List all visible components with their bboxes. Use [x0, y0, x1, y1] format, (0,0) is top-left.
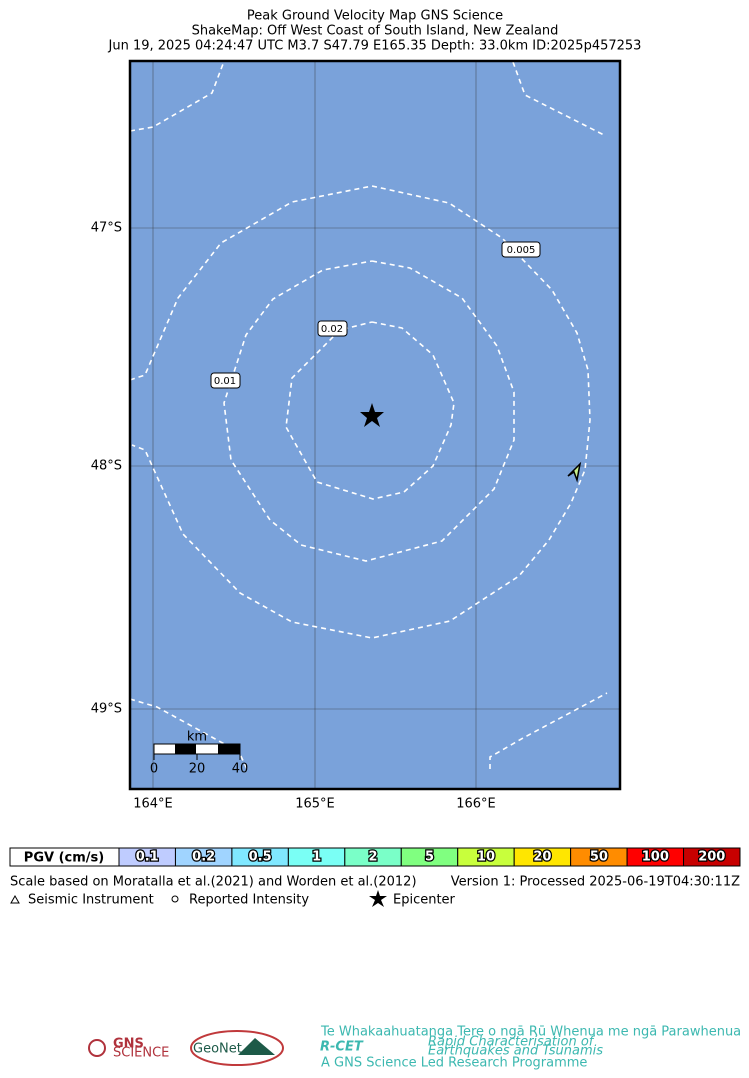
gns-logo: GNS [113, 1037, 144, 1052]
colorbar-level: 0.5 [249, 850, 272, 865]
scale-bar: km 0 20 40 [150, 730, 248, 777]
rcet-sub: Earthquakes and Tsunamis [428, 1044, 603, 1059]
contour-label: 0.02 [321, 324, 343, 335]
lat-label: 48°S [91, 459, 122, 474]
gns-logo-sub: SCIENCE [113, 1046, 169, 1061]
colorbar: PGV (cm/s) 0.1 0.2 0.5 1 2 5 10 20 50 100 200 [9, 847, 741, 867]
scale-tick: 40 [232, 762, 249, 777]
colorbar-level: 20 [533, 850, 551, 865]
rcet-sub: Rapid Characterisation of [428, 1035, 596, 1050]
colorbar-level: 0.2 [192, 850, 215, 865]
contour-labels: 0.005 0.02 0.01 [210, 241, 541, 389]
contour-label: 0.005 [507, 245, 536, 256]
map-area [130, 61, 620, 789]
lon-label: 166°E [456, 797, 496, 812]
colorbar-level: 10 [477, 850, 495, 865]
scale-unit: km [187, 730, 207, 745]
rcet-top: Te Whakaahuatanga Tere o ngā Rū Whenua m… [320, 1025, 741, 1040]
subtitle: ShakeMap: Off West Coast of South Island… [192, 24, 559, 39]
rcet-logo: R-CET [320, 1040, 364, 1055]
colorbar-level: 100 [642, 850, 669, 865]
scale-note: Scale based on Moratalla et al.(2021) an… [10, 875, 417, 890]
version: Version 1: Processed 2025-06-19T04:30:11… [451, 875, 740, 890]
graticule [130, 61, 620, 789]
legend-item: Reported Intensity [189, 893, 309, 908]
scale-tick: 20 [189, 762, 206, 777]
legend-icon [171, 895, 179, 903]
scale-tick: 0 [150, 762, 158, 777]
geonet-logo: GeoNet [193, 1042, 242, 1057]
colorbar-level: 1 [312, 850, 321, 865]
contours [129, 61, 608, 770]
title: Peak Ground Velocity Map GNS Science [247, 9, 503, 24]
map-frame [128, 59, 622, 791]
colorbar-cell [683, 847, 741, 867]
legend-icon [10, 894, 20, 904]
station [567, 461, 582, 483]
colorbar-level: 50 [590, 850, 608, 865]
legend-item: Seismic Instrument [28, 893, 154, 908]
event-info: Jun 19, 2025 04:24:47 UTC M3.7 S47.79 E1… [108, 39, 642, 54]
colorbar-level: 2 [369, 850, 378, 865]
colorbar-level: 5 [425, 850, 434, 865]
lon-label: 164°E [133, 797, 173, 812]
rcet-foot: A GNS Science Led Research Programme [321, 1056, 587, 1071]
lat-label: 47°S [91, 221, 122, 236]
legend-item: Epicenter [393, 893, 456, 908]
contour-label: 0.01 [214, 376, 236, 387]
epicenter [360, 403, 384, 427]
legend-icon [369, 890, 387, 907]
lat-label: 49°S [91, 702, 122, 717]
colorbar-level: 0.1 [136, 850, 159, 865]
colorbar-title: PGV (cm/s) [24, 851, 104, 866]
colorbar-level: 200 [698, 850, 725, 865]
logos: GNS SCIENCE GeoNet Te Whakaahuatanga Ter… [88, 1025, 741, 1071]
lon-label: 165°E [295, 797, 335, 812]
